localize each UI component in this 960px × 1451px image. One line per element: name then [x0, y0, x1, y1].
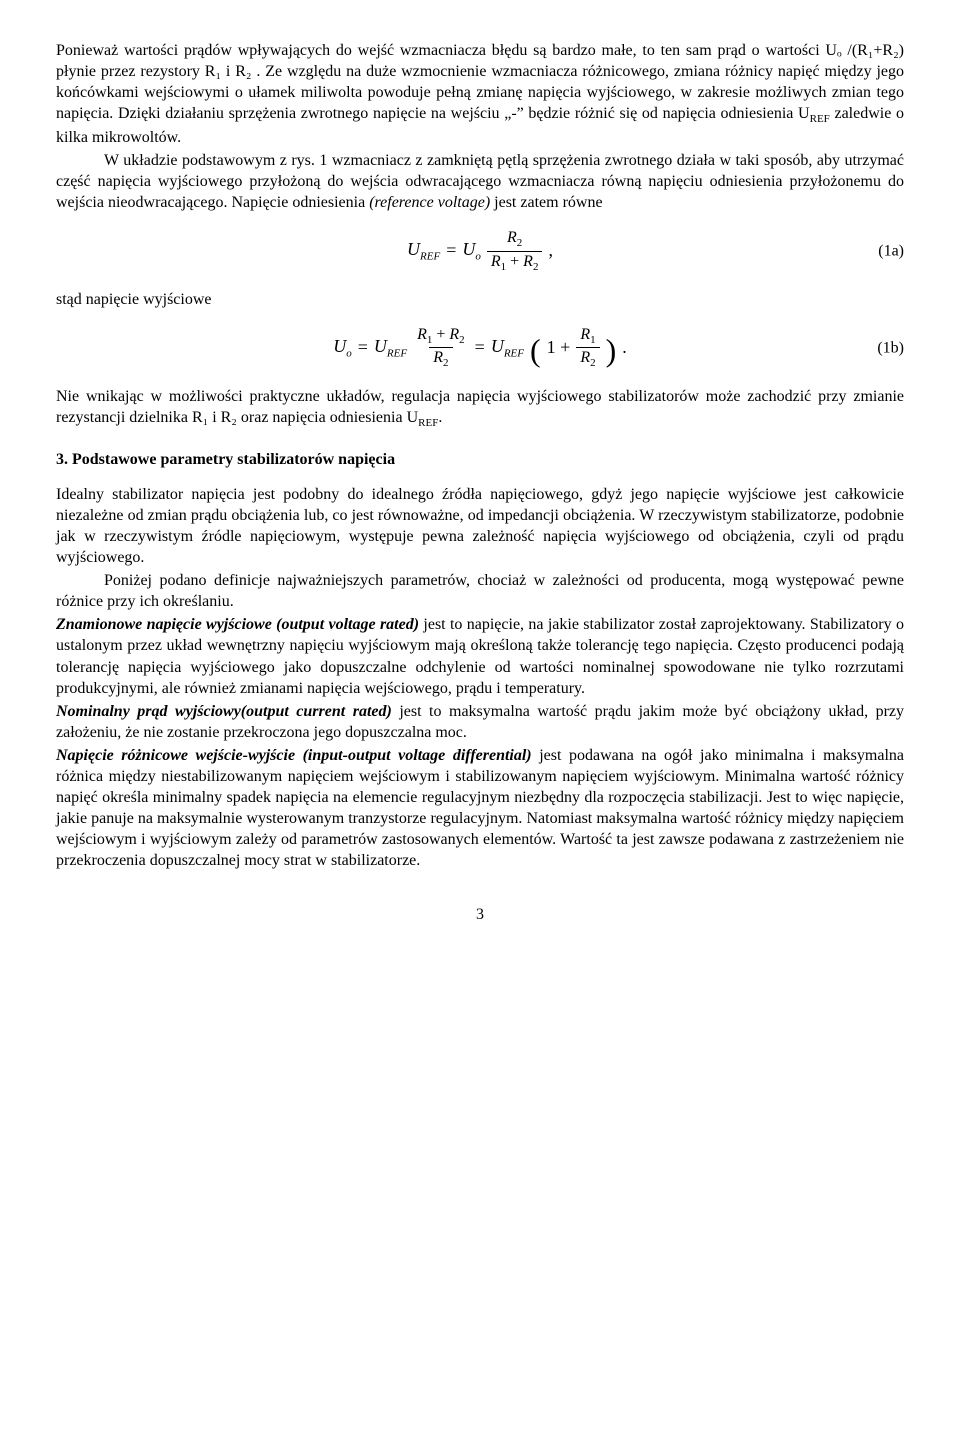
p7-bold: Nominalny prąd wyjściowy(output current …	[56, 703, 392, 720]
eq1b-f1-R2: R	[449, 326, 459, 343]
eq1a-label: (1a)	[878, 241, 904, 262]
eq1b-REF: REF	[387, 347, 407, 359]
eq1b-f1d-2: 2	[443, 358, 449, 370]
page-number: 3	[56, 904, 904, 925]
p3-text: Nie wnikając w możliwości praktyczne ukł…	[56, 388, 904, 426]
eq1b-f2-1: 1	[590, 334, 596, 346]
paragraph-5: Poniżej podano definicje najważniejszych…	[56, 570, 904, 612]
eq1b-REF2: REF	[504, 347, 524, 359]
p2-italic: (reference voltage)	[369, 194, 490, 211]
equation-1a: UREF = Uo R2 R1 + R2 , (1a)	[56, 229, 904, 273]
eq1a-frac: R2 R1 + R2	[487, 229, 543, 273]
section-3-heading: 3. Podstawowe parametry stabilizatorów n…	[56, 449, 904, 470]
eq1a-body: UREF = Uo R2 R1 + R2 ,	[407, 229, 553, 273]
eq1b-body: Uo = UREF R1 + R2 R2 = UREF ( 1 + R1 R2 …	[333, 326, 627, 370]
eq1a-comma: ,	[548, 239, 553, 263]
eq1b-eq2: =	[475, 336, 485, 360]
eq1a-Uo: U	[462, 239, 475, 259]
eq1b-UREF: U	[374, 336, 387, 356]
eq1b-Uo: U	[333, 336, 346, 356]
p6-bold: Znamionowe napięcie wyjściowe (output vo…	[56, 616, 419, 633]
eq1b-frac2: R1 R2	[576, 326, 599, 370]
eq1a-den-plus: +	[506, 253, 523, 270]
eq1b-dot: .	[622, 336, 627, 360]
eq1a-den-R2: R	[523, 253, 533, 270]
eq1a-U: U	[407, 239, 420, 259]
between-text: stąd napięcie wyjściowe	[56, 289, 904, 310]
p8-text: jest podawana na ogół jako minimalna i m…	[56, 747, 904, 870]
eq1a-o: o	[475, 251, 481, 263]
eq1b-frac1: R1 + R2 R2	[413, 326, 469, 370]
eq1b-f1d-R2: R	[433, 349, 443, 366]
eq1b-eq: =	[358, 336, 368, 360]
paragraph-6: Znamionowe napięcie wyjściowe (output vo…	[56, 614, 904, 698]
p8-bold: Napięcie różnicowe wejście-wyjście (inpu…	[56, 747, 532, 764]
eq1a-den-2: 2	[533, 261, 539, 273]
paragraph-2: W układzie podstawowym z rys. 1 wzmacnia…	[56, 150, 904, 213]
eq1b-f2-R2: R	[580, 349, 590, 366]
eq1b-f1-R1: R	[417, 326, 427, 343]
p1-text: Ponieważ wartości prądów wpływających do…	[56, 42, 904, 122]
eq1b-f1-2: 2	[459, 334, 465, 346]
eq1b-label: (1b)	[877, 337, 904, 358]
eq1b-f2-R1: R	[580, 326, 590, 343]
paragraph-1: Ponieważ wartości prądów wpływających do…	[56, 40, 904, 148]
paragraph-8: Napięcie różnicowe wejście-wyjście (inpu…	[56, 745, 904, 872]
eq1a-den-R1: R	[491, 253, 501, 270]
eq1b-o: o	[346, 347, 352, 359]
paragraph-7: Nominalny prąd wyjściowy(output current …	[56, 701, 904, 743]
paragraph-3: Nie wnikając w możliwości praktyczne ukł…	[56, 386, 904, 431]
eq1a-num-R: R	[507, 229, 517, 246]
eq1b-f2-2: 2	[590, 358, 596, 370]
eq1a-REF: REF	[420, 251, 440, 263]
paragraph-4: Idealny stabilizator napięcia jest podob…	[56, 484, 904, 568]
p3-ref-sub: REF	[418, 417, 438, 429]
eq1b-f1-plus: +	[432, 326, 449, 343]
p3-tail: .	[438, 409, 442, 426]
p1-ref-sub: REF	[810, 114, 830, 126]
eq1a-eq: =	[446, 239, 456, 263]
eq1a-num-2: 2	[517, 238, 523, 250]
equation-1b: Uo = UREF R1 + R2 R2 = UREF ( 1 + R1 R2 …	[56, 326, 904, 370]
eq1b-UREF2: U	[491, 336, 504, 356]
eq1b-1plus: 1 +	[547, 336, 571, 360]
p2-tail: jest zatem równe	[490, 194, 602, 211]
